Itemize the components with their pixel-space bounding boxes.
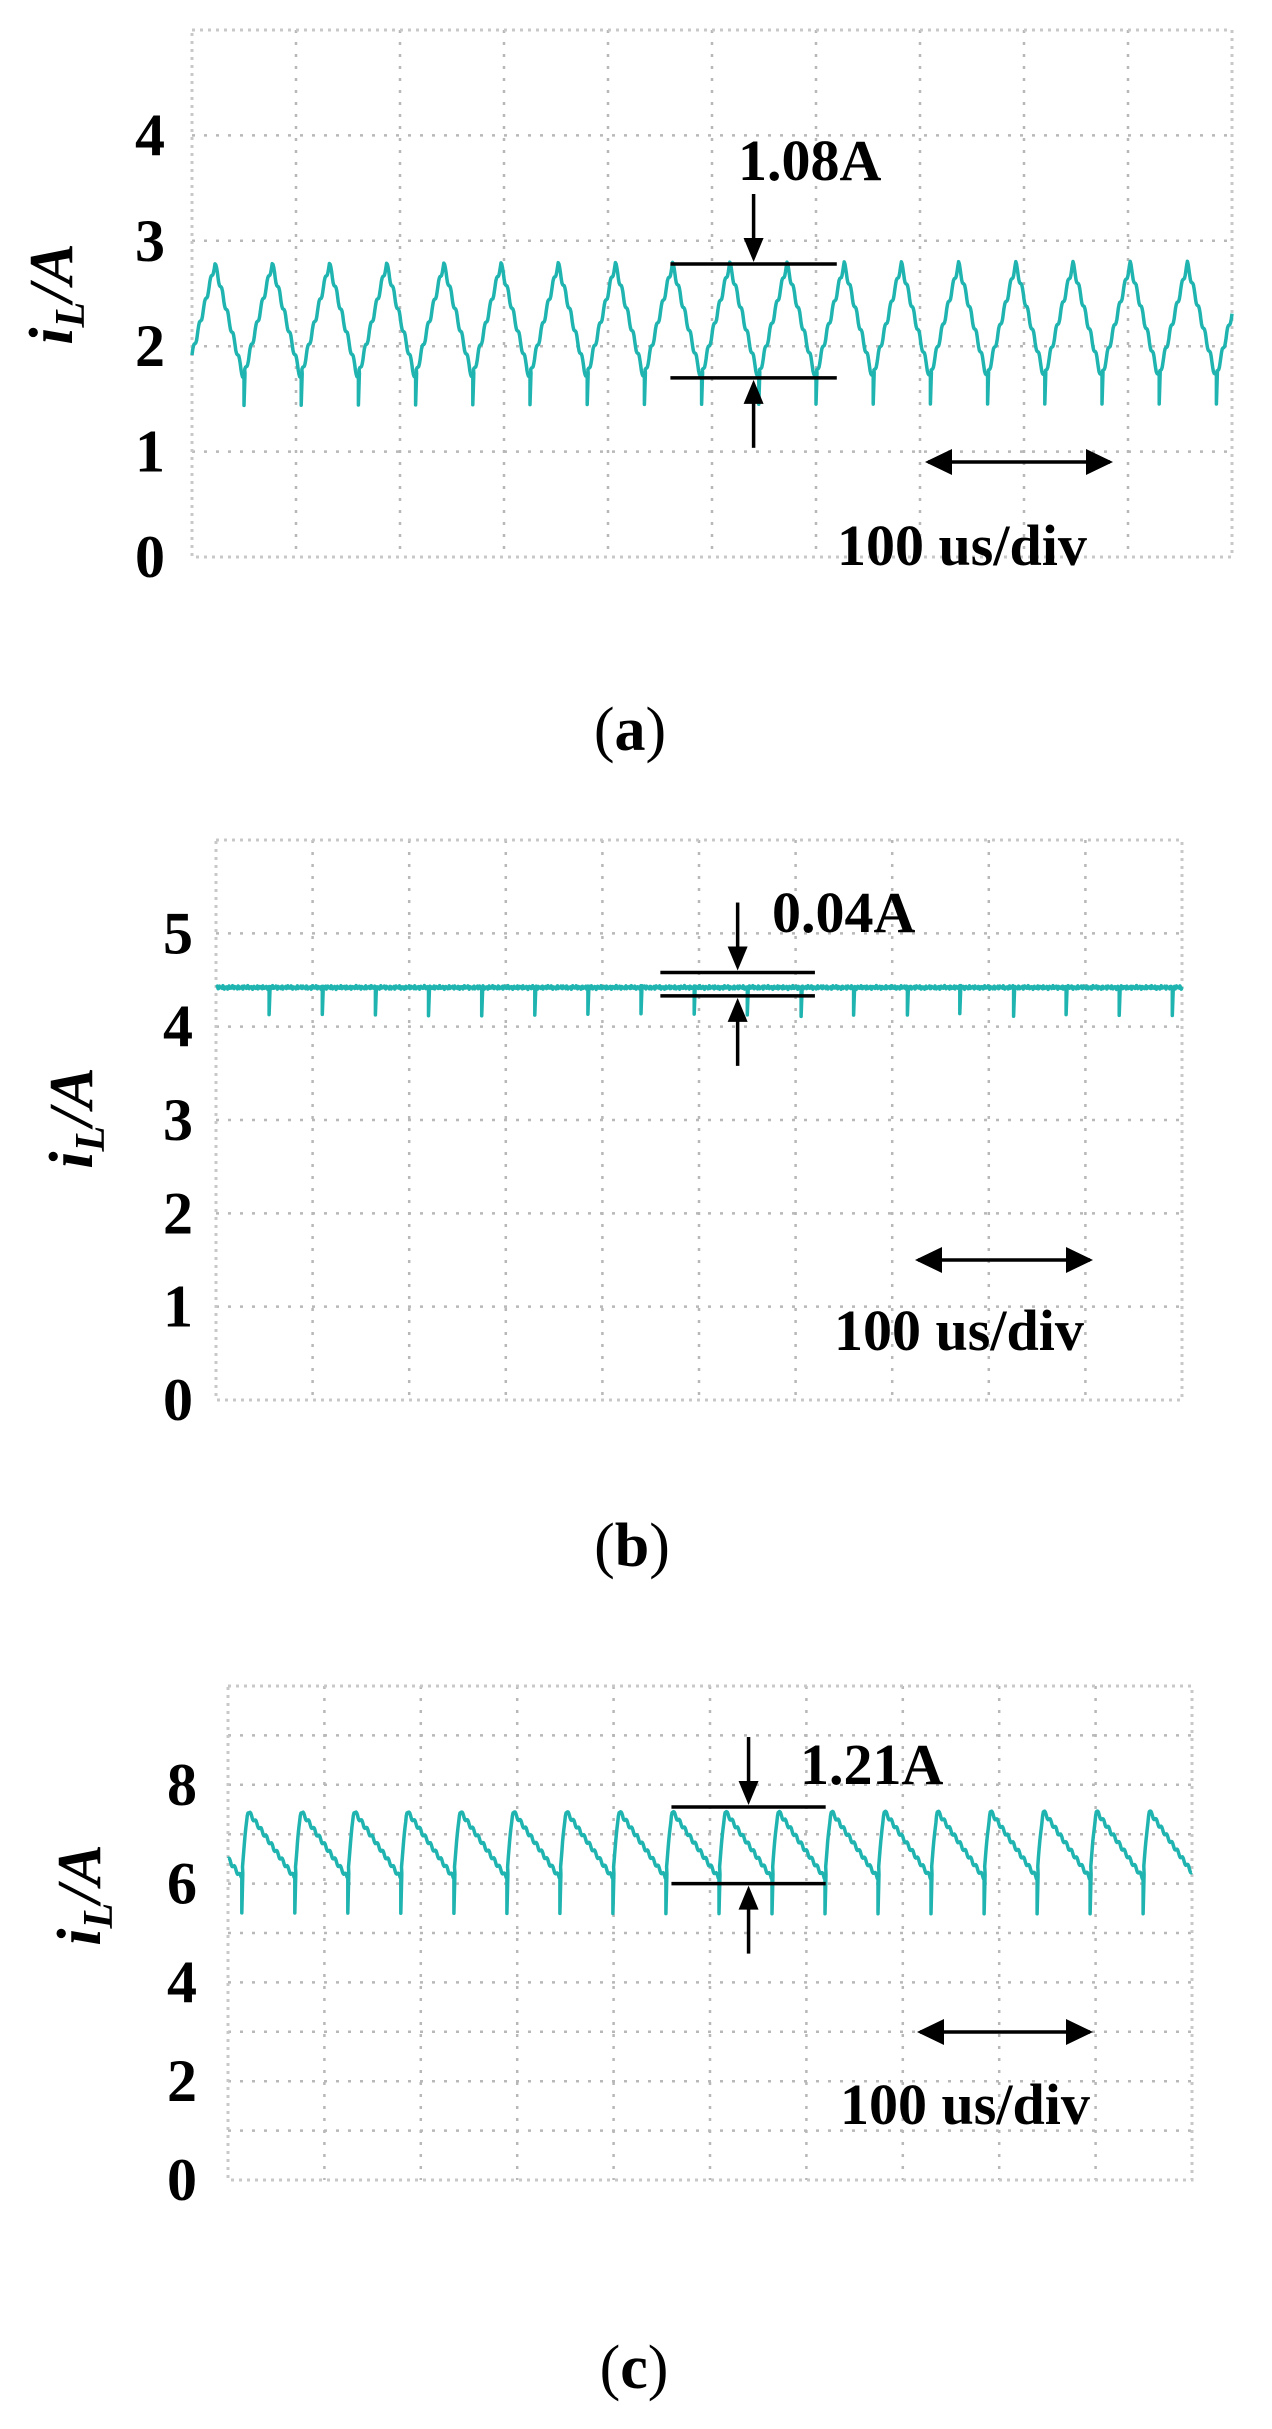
y-tick-labels: 0 1 2 3 4 5 [163, 900, 193, 1433]
y-tick-label: 5 [163, 900, 193, 966]
y-tick-label: 1 [135, 419, 165, 485]
y-tick-label: 4 [135, 102, 165, 168]
y-tick-label: 2 [135, 313, 165, 379]
time-scale-label: 100 us/div [834, 1298, 1084, 1363]
ripple-arrowhead-down [738, 1781, 759, 1806]
ripple-arrowhead-down [727, 946, 748, 971]
plot-frame [190, 28, 1234, 559]
current-trace-layer [226, 1809, 1194, 1916]
ripple-arrowhead-up [727, 997, 748, 1022]
current-trace-layer [214, 983, 1184, 1019]
time-scale-arrow [915, 1247, 1093, 1273]
plot-grid [216, 840, 1182, 1400]
panel-caption-a: (a) [594, 696, 666, 764]
plot-frame [214, 838, 1184, 1402]
ripple-marker [660, 902, 815, 1066]
ripple-marker [671, 1737, 826, 1954]
y-tick-label: 2 [167, 2048, 197, 2114]
y-tick-label: 4 [163, 994, 193, 1060]
y-tick-label: 3 [135, 208, 165, 274]
chart-panel-c: 0 2 4 6 8 iL/A 1.21A 100 us/div (c) [46, 1684, 1194, 2402]
series-line-inductor-current [214, 983, 1184, 1019]
y-tick-label: 8 [167, 1752, 197, 1818]
ripple-arrowhead-down [743, 237, 764, 262]
chart-panel-a: 0 1 2 3 4 iL/A 1.08A 100 us/div (a) [18, 28, 1234, 764]
y-tick-label: 0 [167, 2147, 197, 2213]
plot-frame [226, 1684, 1194, 2182]
series-line-inductor-current [226, 1809, 1194, 1916]
y-tick-label: 2 [163, 1180, 193, 1246]
panel-caption-c: (c) [600, 2334, 669, 2402]
y-tick-label: 1 [163, 1274, 193, 1340]
ripple-label: 1.21A [800, 1732, 944, 1797]
y-tick-label: 4 [167, 1949, 197, 2015]
time-scale-arrow [925, 449, 1113, 475]
y-tick-label: 6 [167, 1851, 197, 1917]
ripple-arrowhead-up [743, 379, 764, 404]
ripple-label: 1.08A [738, 128, 882, 193]
ripple-label: 0.04A [772, 880, 916, 945]
current-trace-layer [190, 259, 1234, 408]
series-line-inductor-current [190, 259, 1234, 408]
time-scale-label: 100 us/div [837, 513, 1087, 578]
time-scale-label: 100 us/div [840, 2072, 1090, 2137]
y-axis-label: iL/A [38, 1067, 114, 1168]
panel-caption-b: (b) [594, 1512, 670, 1580]
y-tick-label: 0 [163, 1367, 193, 1433]
y-tick-labels: 0 2 4 6 8 [167, 1752, 197, 2213]
chart-panel-b: 0 1 2 3 4 5 iL/A 0.04A 100 us/div (b) [38, 838, 1184, 1580]
y-tick-label: 0 [135, 524, 165, 590]
ripple-marker [670, 193, 837, 448]
y-axis-label: iL/A [46, 1844, 122, 1945]
y-axis-label: iL/A [18, 243, 94, 344]
ripple-arrowhead-up [738, 1885, 759, 1910]
y-tick-label: 3 [163, 1087, 193, 1153]
y-tick-labels: 0 1 2 3 4 [135, 102, 165, 590]
plot-grid [192, 30, 1232, 557]
time-scale-arrow [917, 2019, 1093, 2045]
